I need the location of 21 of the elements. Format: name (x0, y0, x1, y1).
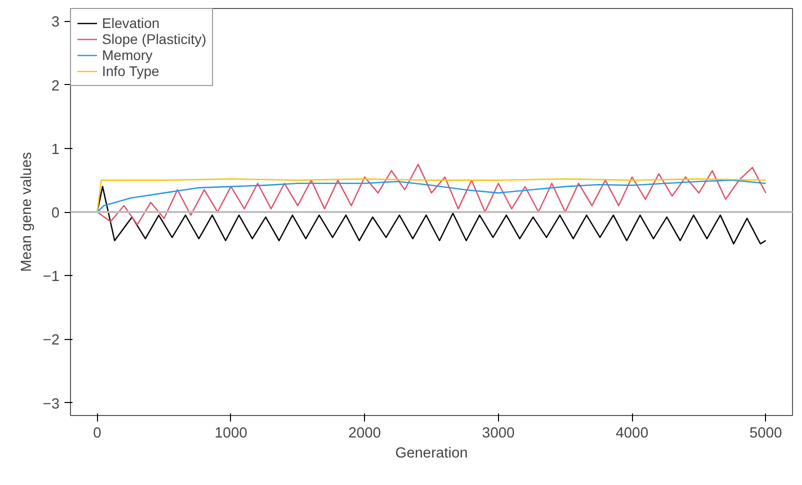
x-axis-title: Generation (395, 446, 468, 462)
line-series (96, 186, 766, 244)
x-tick-label: 5000 (749, 426, 782, 442)
y-tick-label: 0 (51, 206, 60, 222)
line-series (96, 164, 766, 226)
y-tick-label: 2 (51, 78, 60, 94)
x-tick-label: 3000 (482, 426, 515, 442)
y-tick-label: −3 (42, 396, 60, 412)
x-tick-label: 0 (93, 426, 102, 442)
y-tick-label: 1 (51, 142, 60, 158)
legend-label: Memory (102, 47, 153, 63)
y-tick-label: −2 (42, 332, 60, 349)
x-tick-label: 2000 (348, 426, 381, 442)
x-tick-label: 1000 (214, 426, 248, 442)
y-tick-label: 3 (51, 14, 60, 31)
y-tick-label: −1 (42, 269, 60, 286)
legend-label: Slope (Plasticity) (102, 31, 206, 47)
x-tick-label: 4000 (616, 426, 648, 442)
y-axis-title: Mean gene values (18, 152, 35, 272)
legend-label: Info Type (102, 63, 160, 79)
legend-label: Elevation (102, 15, 160, 31)
